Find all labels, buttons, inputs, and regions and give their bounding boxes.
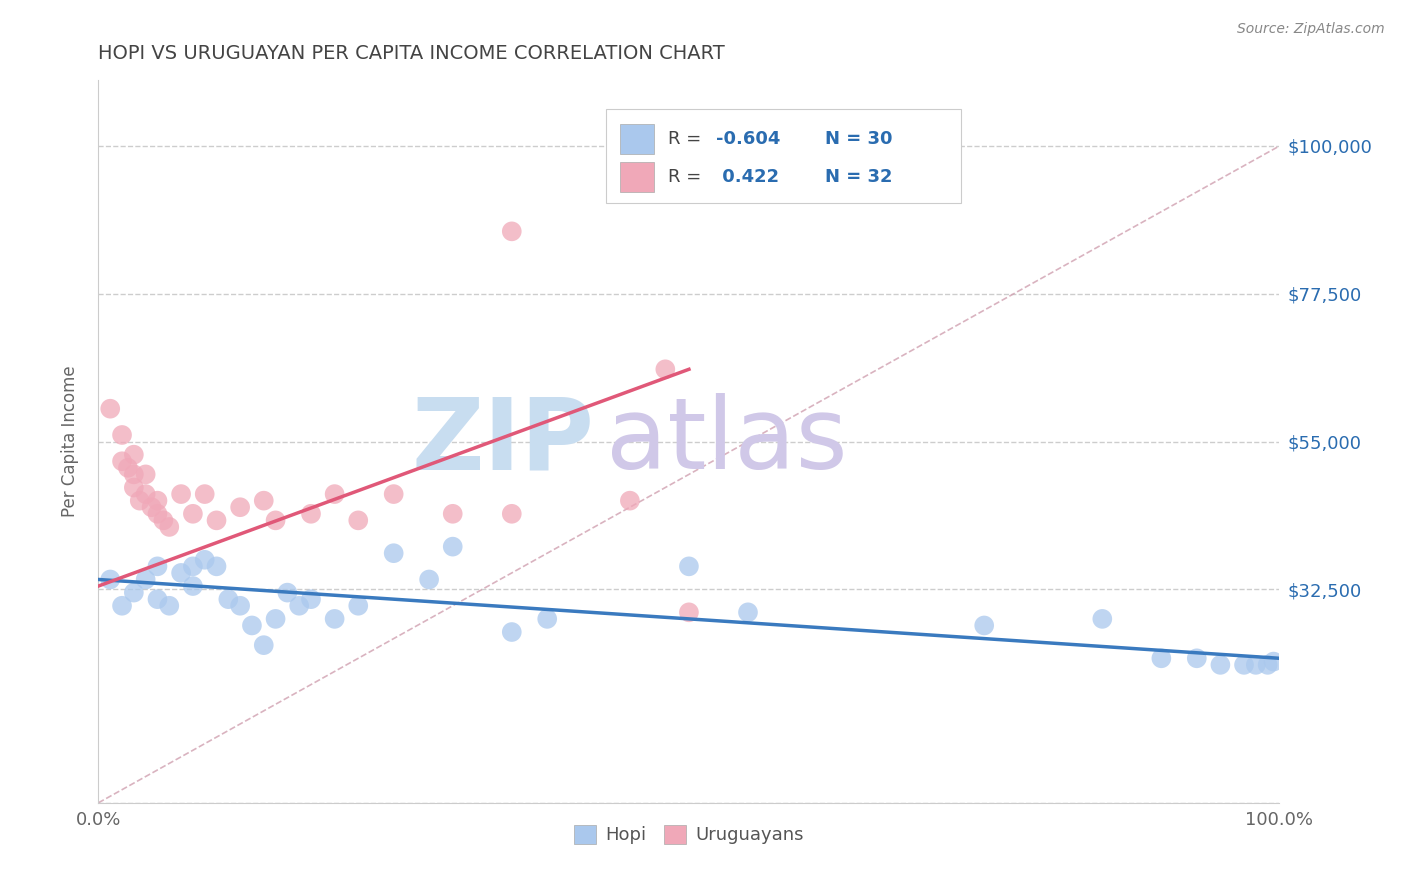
Point: [1185, 651, 1208, 665]
Point: [170, 566, 193, 580]
Point: [323, 487, 346, 501]
Point: [135, 467, 157, 482]
Point: [418, 573, 440, 587]
Text: atlas: atlas: [606, 393, 848, 490]
Point: [737, 605, 759, 619]
Text: R =: R =: [668, 130, 707, 148]
Point: [678, 559, 700, 574]
Point: [229, 500, 252, 515]
Point: [157, 599, 180, 613]
Point: [347, 599, 370, 613]
Point: [253, 493, 276, 508]
Bar: [620, 124, 654, 154]
Point: [501, 625, 523, 640]
Point: [170, 487, 193, 501]
Point: [264, 612, 287, 626]
Legend: Hopi, Uruguayans: Hopi, Uruguayans: [567, 818, 811, 852]
Point: [441, 507, 464, 521]
Point: [288, 599, 311, 613]
Point: [1233, 657, 1256, 672]
Text: Source: ZipAtlas.com: Source: ZipAtlas.com: [1237, 22, 1385, 37]
Text: -0.604: -0.604: [716, 130, 780, 148]
Point: [111, 428, 134, 442]
Text: N = 32: N = 32: [825, 168, 893, 186]
Point: [323, 612, 346, 626]
Point: [1150, 651, 1173, 665]
Point: [1091, 612, 1114, 626]
Point: [253, 638, 276, 652]
Text: N = 30: N = 30: [825, 130, 893, 148]
Point: [299, 592, 322, 607]
Point: [122, 467, 145, 482]
Point: [98, 573, 121, 587]
Point: [146, 507, 169, 521]
Point: [117, 460, 139, 475]
Point: [229, 599, 252, 613]
Point: [973, 618, 995, 632]
Point: [1209, 657, 1232, 672]
Point: [111, 454, 134, 468]
Point: [240, 618, 263, 632]
Text: 0.422: 0.422: [716, 168, 779, 186]
Point: [146, 559, 169, 574]
Text: R =: R =: [668, 168, 707, 186]
Point: [141, 500, 163, 515]
Point: [128, 493, 150, 508]
Point: [181, 579, 204, 593]
Point: [382, 546, 405, 560]
Point: [205, 513, 228, 527]
Point: [299, 507, 322, 521]
Point: [441, 540, 464, 554]
Point: [678, 605, 700, 619]
Y-axis label: Per Capita Income: Per Capita Income: [60, 366, 79, 517]
Point: [536, 612, 558, 626]
Bar: [620, 162, 654, 193]
Point: [205, 559, 228, 574]
Point: [152, 513, 174, 527]
Point: [347, 513, 370, 527]
Point: [111, 599, 134, 613]
Point: [146, 493, 169, 508]
Point: [122, 481, 145, 495]
Point: [194, 553, 217, 567]
Point: [122, 585, 145, 599]
Point: [1263, 655, 1285, 669]
Point: [654, 362, 676, 376]
FancyBboxPatch shape: [606, 109, 960, 203]
Point: [146, 592, 169, 607]
Point: [157, 520, 180, 534]
Point: [501, 507, 523, 521]
Point: [501, 224, 523, 238]
Point: [382, 487, 405, 501]
Point: [135, 487, 157, 501]
Point: [619, 493, 641, 508]
Point: [276, 585, 298, 599]
Point: [1244, 657, 1267, 672]
Text: HOPI VS URUGUAYAN PER CAPITA INCOME CORRELATION CHART: HOPI VS URUGUAYAN PER CAPITA INCOME CORR…: [98, 45, 725, 63]
Text: ZIP: ZIP: [412, 393, 595, 490]
Point: [1257, 657, 1279, 672]
Point: [122, 448, 145, 462]
Point: [135, 573, 157, 587]
Point: [217, 592, 239, 607]
Point: [264, 513, 287, 527]
Point: [181, 507, 204, 521]
Point: [181, 559, 204, 574]
Point: [98, 401, 121, 416]
Point: [194, 487, 217, 501]
